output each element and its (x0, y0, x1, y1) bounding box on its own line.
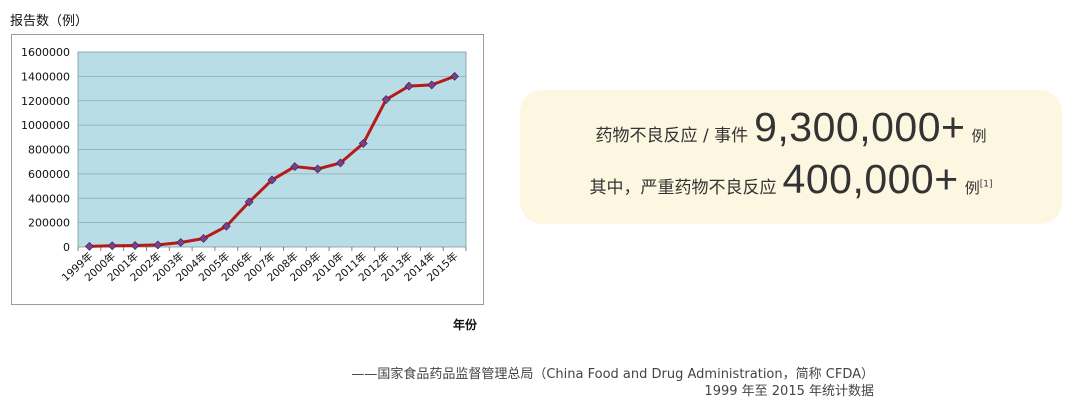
serious-adr-stat: 其中，严重药物不良反应 400,000+ 例[1] (520, 156, 1062, 203)
serious-adr-unit: 例 (964, 179, 980, 197)
data-point-marker (107, 241, 117, 251)
data-source-caption: ——国家食品药品监督管理总局（China Food and Drug Admin… (351, 366, 874, 400)
data-point-marker (221, 221, 231, 231)
adr-total-label: 药物不良反应 / 事件 (595, 126, 749, 146)
line-chart: 0 200000 400000 600000 800000 1000000 1200000 1… (11, 34, 484, 332)
line-chart-svg: 0 200000 400000 600000 800000 1000000 1200000 1… (21, 46, 467, 284)
data-point-marker (199, 234, 208, 243)
source-line-period: 1999 年至 2015 年统计数据 (704, 384, 874, 399)
y-tick-label: 200000 (28, 217, 70, 230)
y-tick-label: 1400000 (21, 70, 70, 83)
data-point-marker (336, 158, 345, 168)
reference-marker: [1] (979, 179, 993, 190)
data-point-marker (84, 241, 94, 251)
data-point-marker (130, 241, 140, 250)
statistics-callout: 药物不良反应 / 事件 9,300,000+ 例 其中，严重药物不良反应 400,00… (520, 90, 1062, 224)
source-line-agency: ——国家食品药品监督管理总局（China Food and Drug Admin… (351, 367, 874, 382)
chart-y-axis-title: 报告数（例） (10, 14, 89, 29)
data-point-marker (427, 80, 437, 90)
y-tick-label: 0 (63, 241, 70, 254)
data-point-marker (176, 238, 186, 247)
data-point-marker (358, 138, 368, 148)
data-point-marker (450, 71, 460, 81)
data-point-marker (153, 240, 163, 250)
adr-total-stat: 药物不良反应 / 事件 9,300,000+ 例 (520, 104, 1062, 151)
data-point-marker (267, 175, 277, 185)
y-tick-label: 1000000 (21, 119, 70, 132)
y-tick-label: 1600000 (21, 46, 70, 59)
data-point-marker (313, 164, 323, 174)
serious-adr-value: 400,000+ (782, 156, 959, 202)
y-tick-label: 600000 (28, 168, 70, 181)
data-point-marker (404, 81, 414, 91)
y-tick-label: 800000 (28, 144, 70, 157)
y-tick-label: 400000 (28, 192, 70, 205)
data-point-marker (244, 197, 254, 207)
chart-x-axis-title: 年份 (453, 318, 478, 332)
adr-total-unit: 例 (971, 127, 987, 145)
adr-total-value: 9,300,000+ (754, 104, 966, 150)
serious-adr-label: 其中，严重药物不良反应 (589, 178, 777, 198)
data-point-marker (381, 95, 391, 104)
data-point-marker (290, 162, 300, 171)
y-tick-label: 1200000 (21, 95, 70, 108)
